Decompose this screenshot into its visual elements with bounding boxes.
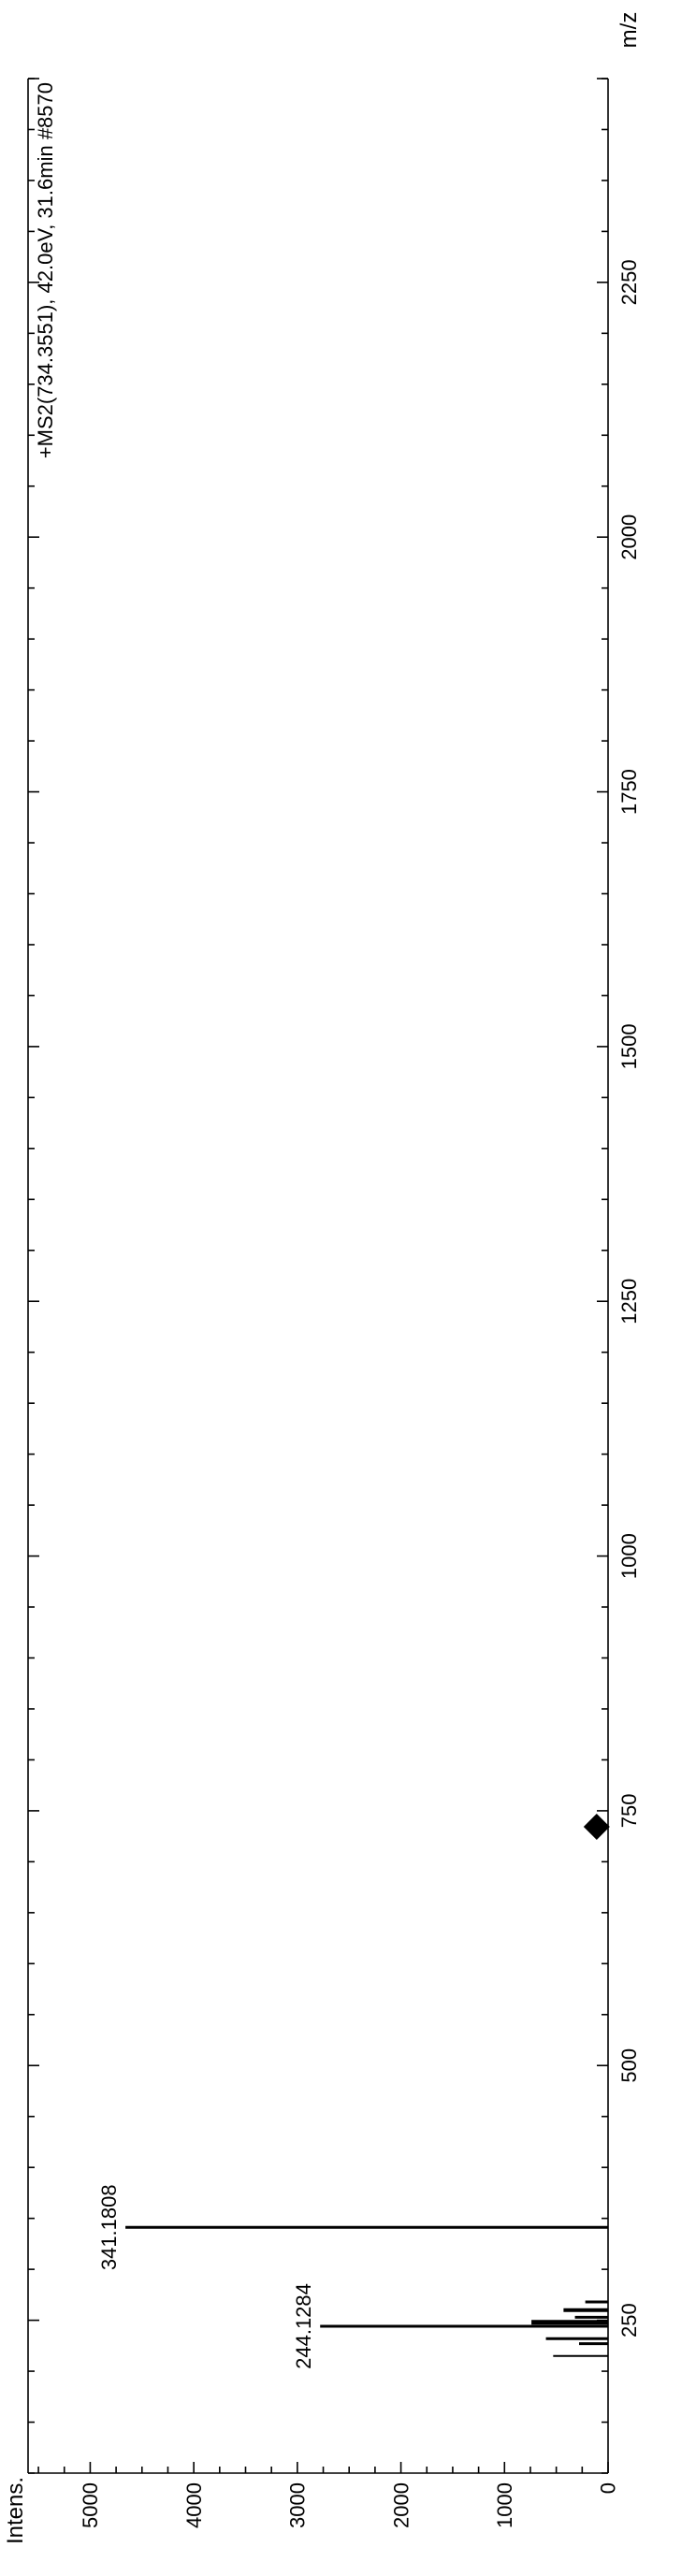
peak-label: 244.1284 <box>292 2283 315 2369</box>
x-tick-label: 2000 <box>617 514 641 560</box>
page: { "spectrum": { "type": "bar", "title_ri… <box>0 0 696 2576</box>
x-tick-label: 250 <box>617 2303 641 2337</box>
scan-header-label: +MS2(734.3551), 42.0eV, 31.6min #8570 <box>34 82 57 458</box>
spectrum-rotated-wrapper: 250 500 750 1000 1250 1500 1750 2000 2250 0 1000 20… <box>0 0 696 2576</box>
y-tick-label: 3000 <box>286 2482 310 2528</box>
x-tick-label: 1250 <box>617 1279 641 1324</box>
y-tick-label: 2000 <box>389 2482 413 2528</box>
peak-label: 341.1808 <box>97 2184 121 2270</box>
x-tick-label: 1000 <box>617 1533 641 1579</box>
y-tick-label: 1000 <box>493 2482 516 2528</box>
y-tick-label: 0 <box>597 2482 620 2494</box>
x-tick-label: 1750 <box>617 769 641 815</box>
y-axis-label: Intens. <box>3 2477 28 2544</box>
y-tick-label: 4000 <box>182 2482 206 2528</box>
x-tick-label: 750 <box>617 1794 641 1829</box>
x-axis-label: m/z <box>616 12 642 49</box>
y-tick-label: 5000 <box>79 2482 102 2528</box>
x-tick-label: 1500 <box>617 1023 641 1069</box>
mass-spectrum-chart: 250 500 750 1000 1250 1500 1750 2000 2250 0 1000 20… <box>0 0 696 2576</box>
x-tick-label: 500 <box>617 2048 641 2083</box>
x-tick-label: 2250 <box>617 259 641 305</box>
